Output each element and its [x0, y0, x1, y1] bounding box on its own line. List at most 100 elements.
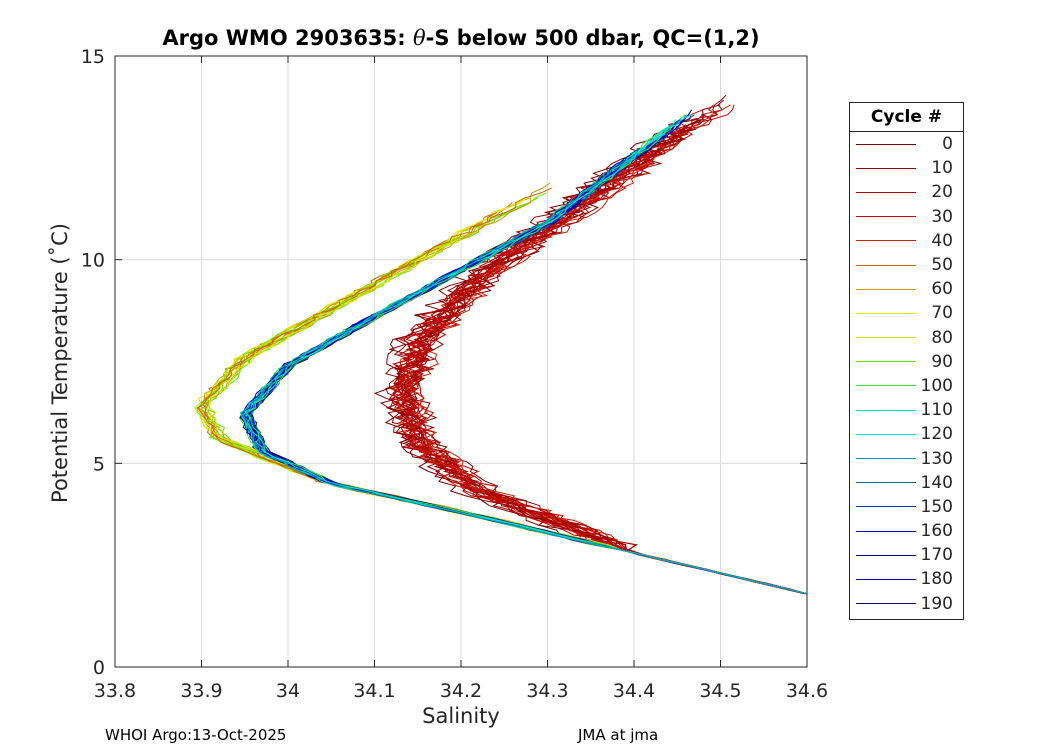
legend-entry: 40 — [850, 229, 963, 253]
legend-swatch — [856, 482, 916, 484]
profile-line — [245, 123, 807, 595]
legend-label: 10 — [931, 158, 953, 179]
legend-swatch — [856, 361, 916, 363]
legend-swatch — [856, 603, 916, 605]
profile-line — [197, 197, 807, 595]
legend-entry: 10 — [850, 156, 963, 180]
legend-swatch — [856, 433, 916, 435]
profile-line — [241, 148, 807, 595]
legend-label: 0 — [942, 134, 953, 155]
profile-line — [245, 114, 807, 595]
y-tick-label: 10 — [81, 250, 105, 272]
profile-line — [196, 241, 806, 595]
x-tick-label: 34.4 — [613, 680, 655, 702]
legend-label: 30 — [931, 206, 953, 227]
profile-line — [244, 109, 808, 595]
x-tick-label: 33.9 — [180, 680, 222, 702]
legend-label: 160 — [920, 521, 953, 542]
y-tick-label: 0 — [93, 657, 105, 679]
legend-entry: 70 — [850, 301, 963, 325]
profile-line — [194, 236, 807, 595]
profile-line — [248, 114, 808, 595]
x-tick-label: 34.2 — [440, 680, 482, 702]
legend-label: 110 — [920, 400, 953, 421]
legend-title: Cycle # — [850, 103, 963, 132]
profile-line — [247, 119, 807, 595]
legend-label: 50 — [931, 255, 953, 276]
profile-line — [400, 153, 808, 595]
x-tick-label: 33.8 — [94, 680, 136, 702]
footer-credit: JMA at jma — [578, 726, 659, 744]
profile-line — [241, 119, 808, 595]
y-tick-label: 15 — [81, 46, 105, 68]
profile-line — [245, 124, 807, 595]
profile-line — [390, 153, 808, 595]
profile-line — [395, 104, 806, 595]
profile-line — [391, 128, 808, 595]
legend-entry: 120 — [850, 422, 963, 446]
legend-swatch — [856, 240, 916, 242]
profile-line — [396, 94, 808, 595]
x-tick-label: 34.5 — [699, 680, 741, 702]
x-tick-label: 34.3 — [526, 680, 568, 702]
legend-label: 90 — [931, 351, 953, 372]
profile-line — [398, 138, 808, 595]
legend-swatch — [856, 458, 916, 460]
x-tick-label: 34.1 — [353, 680, 395, 702]
legend-swatch — [856, 191, 916, 193]
profile-line — [208, 221, 808, 595]
legend-swatch — [856, 312, 916, 314]
chart-title: Argo WMO 2903635: θ-S below 500 dbar, QC… — [115, 26, 807, 50]
legend-label: 130 — [920, 448, 953, 469]
legend-entries: 0 10 20 30 40 50 60 70 80 90 100 110 120 130 140 150 160… — [850, 132, 963, 616]
footer-source: WHOI Argo:13-Oct-2025 — [105, 726, 287, 744]
profile-line — [379, 104, 807, 595]
legend-entry: 30 — [850, 205, 963, 229]
profile-line — [396, 133, 808, 595]
profile-line — [241, 119, 808, 595]
profile-lines — [194, 94, 808, 595]
profile-line — [245, 114, 808, 595]
legend-swatch — [856, 506, 916, 508]
profile-line — [243, 114, 808, 595]
legend-swatch — [856, 337, 916, 339]
profile-line — [240, 128, 808, 595]
legend-entry: 190 — [850, 592, 963, 616]
legend-entry: 50 — [850, 253, 963, 277]
legend-entry: 140 — [850, 471, 963, 495]
legend-entry: 150 — [850, 495, 963, 519]
legend-label: 180 — [920, 569, 953, 590]
title-prefix: Argo WMO 2903635: — [162, 26, 413, 50]
legend-entry: 160 — [850, 519, 963, 543]
legend-entry: 130 — [850, 446, 963, 470]
title-theta: θ — [412, 26, 426, 50]
legend-swatch — [856, 143, 916, 145]
legend-swatch — [856, 530, 916, 532]
legend-swatch — [856, 216, 916, 218]
profile-line — [249, 128, 808, 595]
legend-entry: 110 — [850, 398, 963, 422]
legend-label: 20 — [931, 182, 953, 203]
profile-line — [251, 138, 808, 595]
x-tick-label: 34 — [276, 680, 300, 702]
legend-entry: 90 — [850, 350, 963, 374]
legend-entry: 100 — [850, 374, 963, 398]
profile-line — [203, 212, 808, 595]
legend: Cycle # 0 10 20 30 40 50 60 70 80 90 100 110 120 130 1… — [849, 102, 964, 620]
legend-label: 190 — [920, 593, 953, 614]
legend-label: 70 — [931, 303, 953, 324]
grid-lines — [115, 56, 807, 667]
legend-label: 60 — [931, 279, 953, 300]
axis-ticks: 33.8 33.9 34 34.1 34.2 34.3 34.4 34.5 34.6 0 5 10 15 — [81, 46, 828, 702]
x-axis-label: Salinity — [422, 704, 500, 728]
legend-label: 80 — [931, 327, 953, 348]
legend-swatch — [856, 264, 916, 266]
profile-line — [384, 119, 805, 595]
legend-swatch — [856, 385, 916, 387]
legend-entry: 60 — [850, 277, 963, 301]
legend-label: 150 — [920, 496, 953, 517]
legend-label: 170 — [920, 545, 953, 566]
profile-line — [409, 158, 808, 595]
legend-swatch — [856, 554, 916, 556]
profile-line — [196, 241, 807, 595]
